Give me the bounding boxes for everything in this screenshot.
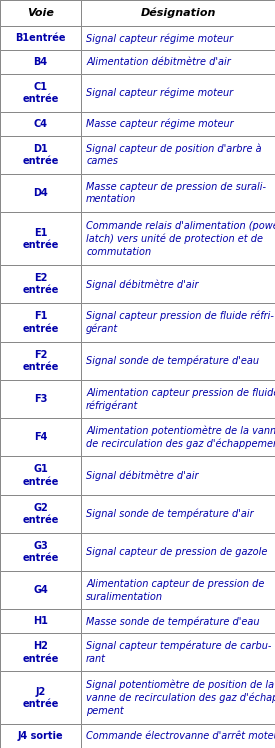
Text: G4: G4 (33, 586, 48, 595)
Bar (0, 456, 81, 494)
Bar (0, 571, 81, 610)
Text: Signal sonde de température d'air: Signal sonde de température d'air (86, 509, 254, 519)
Text: Signal potentiomètre de position de la
vanne de recirculation des gaz d'échap-
p: Signal potentiomètre de position de la v… (86, 680, 275, 716)
Bar (81, 174, 275, 212)
Bar (0, 634, 81, 672)
Bar (81, 304, 275, 342)
Bar (0, 212, 81, 265)
Text: Signal capteur régime moteur: Signal capteur régime moteur (86, 33, 233, 43)
Text: Masse capteur régime moteur: Masse capteur régime moteur (86, 119, 234, 129)
Bar (0, 418, 81, 456)
Text: Alimentation potentiomètre de la vanne
de recirculation des gaz d'échappement: Alimentation potentiomètre de la vanne d… (86, 426, 275, 449)
Text: Voie: Voie (27, 8, 54, 18)
Text: D1
entrée: D1 entrée (22, 144, 59, 166)
Bar (0, 136, 81, 174)
Bar (81, 380, 275, 418)
Text: Signal capteur de position d'arbre à
cames: Signal capteur de position d'arbre à cam… (86, 144, 262, 167)
Text: E1
entrée: E1 entrée (22, 227, 59, 250)
Bar (81, 634, 275, 672)
Bar (0, 174, 81, 212)
Bar (0, 50, 81, 74)
Text: Commande relais d'alimentation (power
latch) vers unité de protection et de
comm: Commande relais d'alimentation (power la… (86, 221, 275, 257)
Text: Alimentation capteur pression de fluide
réfrigérant: Alimentation capteur pression de fluide … (86, 387, 275, 411)
Text: Désignation: Désignation (140, 8, 216, 19)
Text: E2
entrée: E2 entrée (22, 273, 59, 295)
Text: Signal capteur température de carbu-
rant: Signal capteur température de carbu- ran… (86, 641, 271, 663)
Bar (81, 456, 275, 494)
Text: H1: H1 (33, 616, 48, 626)
Text: F3: F3 (34, 394, 47, 404)
Bar (0, 380, 81, 418)
Text: Commande électrovanne d'arrêt moteur: Commande électrovanne d'arrêt moteur (86, 731, 275, 741)
Bar (0, 112, 81, 136)
Bar (0, 533, 81, 571)
Bar (81, 533, 275, 571)
Bar (0, 342, 81, 380)
Bar (81, 112, 275, 136)
Bar (0, 0, 81, 26)
Bar (81, 571, 275, 610)
Bar (0, 304, 81, 342)
Text: Signal capteur de pression de gazole: Signal capteur de pression de gazole (86, 547, 268, 557)
Bar (0, 494, 81, 533)
Text: C4: C4 (34, 119, 48, 129)
Text: Signal débitmètre d'air: Signal débitmètre d'air (86, 279, 199, 289)
Text: B1entrée: B1entrée (15, 33, 66, 43)
Text: F1
entrée: F1 entrée (22, 311, 59, 334)
Text: H2
entrée: H2 entrée (22, 641, 59, 663)
Text: Alimentation débitmètre d'air: Alimentation débitmètre d'air (86, 57, 231, 67)
Bar (81, 26, 275, 50)
Bar (0, 610, 81, 634)
Bar (81, 724, 275, 748)
Text: C1
entrée: C1 entrée (22, 82, 59, 104)
Text: G1
entrée: G1 entrée (22, 465, 59, 487)
Text: Masse sonde de température d'eau: Masse sonde de température d'eau (86, 616, 260, 627)
Bar (81, 672, 275, 724)
Text: D4: D4 (33, 188, 48, 198)
Bar (81, 212, 275, 265)
Bar (0, 265, 81, 304)
Bar (81, 610, 275, 634)
Bar (81, 265, 275, 304)
Text: J4 sortie: J4 sortie (18, 731, 63, 741)
Text: F4: F4 (34, 432, 47, 442)
Text: Signal débitmètre d'air: Signal débitmètre d'air (86, 470, 199, 481)
Text: Signal capteur pression de fluide réfri-
gérant: Signal capteur pression de fluide réfri-… (86, 310, 274, 334)
Text: G3
entrée: G3 entrée (22, 541, 59, 563)
Text: Masse capteur de pression de surali-
mentation: Masse capteur de pression de surali- men… (86, 182, 266, 204)
Text: Signal capteur régime moteur: Signal capteur régime moteur (86, 88, 233, 98)
Bar (81, 136, 275, 174)
Bar (0, 26, 81, 50)
Text: F2
entrée: F2 entrée (22, 349, 59, 372)
Bar (81, 494, 275, 533)
Text: G2
entrée: G2 entrée (22, 503, 59, 525)
Bar (0, 724, 81, 748)
Bar (81, 74, 275, 112)
Bar (0, 74, 81, 112)
Bar (0, 672, 81, 724)
Text: B4: B4 (34, 57, 48, 67)
Bar (81, 418, 275, 456)
Bar (81, 342, 275, 380)
Bar (81, 0, 275, 26)
Bar (81, 50, 275, 74)
Text: J2
entrée: J2 entrée (22, 687, 59, 709)
Text: Alimentation capteur de pression de
suralimentation: Alimentation capteur de pression de sura… (86, 579, 265, 601)
Text: Signal sonde de température d'eau: Signal sonde de température d'eau (86, 355, 259, 366)
